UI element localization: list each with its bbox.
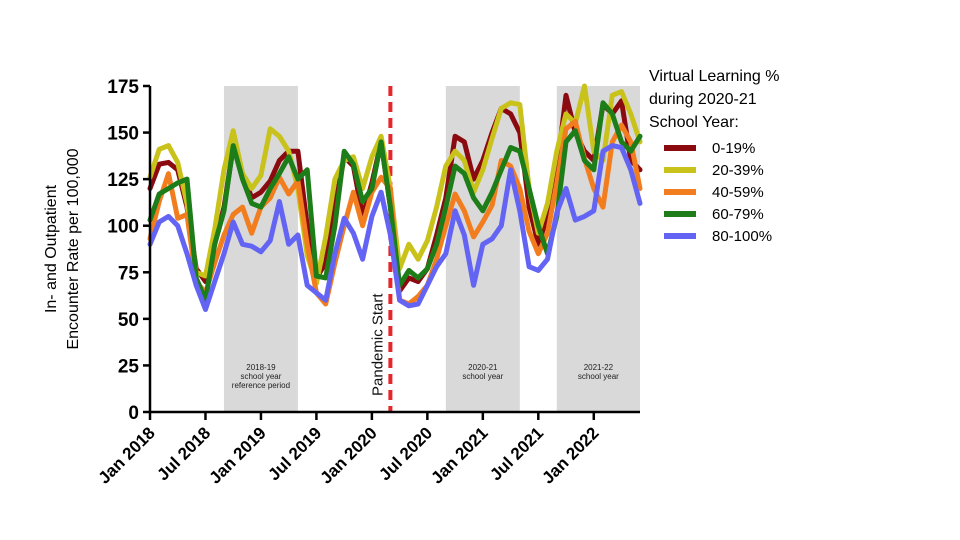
y-tick-label-0: 0 (128, 403, 139, 424)
legend-title-line-2: during 2020-21 (649, 91, 757, 108)
y-axis-title-line-2: Encounter Rate per 100,000 (65, 148, 82, 349)
pandemic-start-label: Pandemic Start (369, 293, 386, 396)
x-tick-label-jan-2018: Jan 2018 (95, 423, 159, 487)
legend-label-40-59: 40-59% (712, 184, 764, 201)
band-label-1-line-2: school year (240, 372, 281, 381)
y-tick-label-175: 175 (107, 77, 139, 98)
legend-label-60-79: 60-79% (712, 206, 764, 223)
legend-label-20-39: 20-39% (712, 162, 764, 179)
y-axis-title: In- and Outpatient Encounter Rate per 100… (43, 148, 82, 349)
y-tick-label-75: 75 (118, 263, 140, 284)
y-axis-ticks: 0 25 50 75 100 125 150 175 (107, 77, 150, 424)
axes (148, 86, 640, 414)
band-label-3-line-2: school year (578, 372, 619, 381)
band-label-3-line-1: 2021-22 (584, 363, 614, 372)
y-axis-title-line-1: In- and Outpatient (43, 184, 60, 313)
band-label-2-line-1: 2020-21 (468, 363, 498, 372)
x-tick-label-jan-2021: Jan 2021 (427, 423, 491, 487)
x-tick-label-jan-2020: Jan 2020 (316, 423, 380, 487)
y-tick-label-25: 25 (118, 356, 140, 377)
x-tick-label-jan-2019: Jan 2019 (206, 423, 270, 487)
x-tick-label-jan-2022: Jan 2022 (538, 423, 602, 487)
legend: Virtual Learning % during 2020-21 School Y… (649, 68, 779, 245)
series-line-80-100 (147, 143, 643, 312)
y-tick-label-150: 150 (107, 124, 139, 145)
legend-title-line-1: Virtual Learning % (649, 68, 779, 85)
y-tick-label-50: 50 (118, 310, 139, 331)
legend-title-line-3: School Year: (649, 114, 739, 131)
band-label-1-line-1: 2018-19 (246, 363, 276, 372)
legend-label-80-100: 80-100% (712, 228, 772, 245)
band-label-1-line-3: reference period (232, 381, 290, 390)
y-tick-label-125: 125 (107, 170, 139, 191)
series-lines (147, 83, 643, 312)
band-label-2-line-2: school year (462, 372, 503, 381)
y-tick-label-100: 100 (107, 217, 139, 238)
legend-label-0-19: 0-19% (712, 140, 755, 157)
